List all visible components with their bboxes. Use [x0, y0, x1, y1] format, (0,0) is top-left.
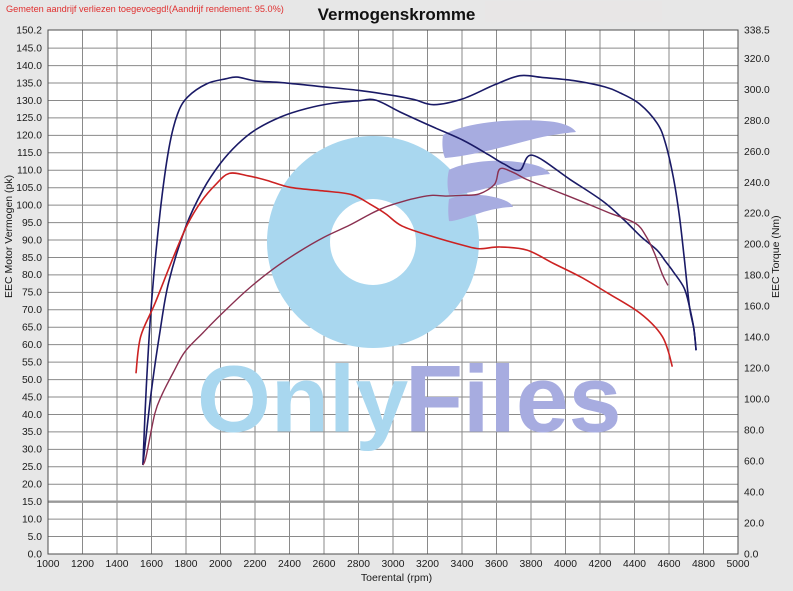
svg-text:3800: 3800 [520, 559, 543, 570]
svg-text:3000: 3000 [382, 559, 405, 570]
svg-text:60.0: 60.0 [744, 456, 764, 467]
svg-text:1000: 1000 [37, 559, 60, 570]
svg-text:2200: 2200 [244, 559, 267, 570]
svg-text:4800: 4800 [692, 559, 715, 570]
svg-text:240.0: 240.0 [744, 178, 770, 189]
svg-text:5.0: 5.0 [28, 532, 43, 543]
svg-text:2800: 2800 [347, 559, 370, 570]
svg-text:2400: 2400 [278, 559, 301, 570]
svg-text:125.0: 125.0 [16, 113, 42, 124]
svg-text:95.0: 95.0 [22, 218, 42, 229]
svg-text:90.0: 90.0 [22, 235, 42, 246]
svg-text:80.0: 80.0 [744, 426, 764, 437]
svg-text:25.0: 25.0 [22, 462, 42, 473]
svg-text:2600: 2600 [313, 559, 336, 570]
svg-text:140.0: 140.0 [744, 333, 770, 344]
svg-text:20.0: 20.0 [744, 518, 764, 529]
svg-text:200.0: 200.0 [744, 240, 770, 251]
svg-text:15.0: 15.0 [22, 497, 42, 508]
svg-text:65.0: 65.0 [22, 323, 42, 334]
svg-text:4000: 4000 [554, 559, 577, 570]
svg-text:105.0: 105.0 [16, 183, 42, 194]
svg-text:2000: 2000 [209, 559, 232, 570]
svg-text:320.0: 320.0 [744, 54, 770, 65]
svg-text:160.0: 160.0 [744, 302, 770, 313]
svg-text:45.0: 45.0 [22, 392, 42, 403]
svg-text:Files: Files [405, 347, 622, 453]
svg-text:260.0: 260.0 [744, 147, 770, 158]
svg-text:120.0: 120.0 [16, 131, 42, 142]
svg-text:3400: 3400 [451, 559, 474, 570]
svg-text:85.0: 85.0 [22, 253, 42, 264]
svg-text:280.0: 280.0 [744, 116, 770, 127]
svg-text:1400: 1400 [106, 559, 129, 570]
svg-text:20.0: 20.0 [22, 480, 42, 491]
svg-text:0.0: 0.0 [28, 549, 43, 560]
svg-text:300.0: 300.0 [744, 85, 770, 96]
svg-text:35.0: 35.0 [22, 427, 42, 438]
svg-text:40.0: 40.0 [744, 487, 764, 498]
svg-text:100.0: 100.0 [744, 395, 770, 406]
svg-text:30.0: 30.0 [22, 445, 42, 456]
svg-text:180.0: 180.0 [744, 271, 770, 282]
svg-text:120.0: 120.0 [744, 364, 770, 375]
svg-text:40.0: 40.0 [22, 410, 42, 421]
svg-text:3200: 3200 [416, 559, 439, 570]
svg-text:70.0: 70.0 [22, 305, 42, 316]
svg-text:338.5: 338.5 [744, 25, 770, 36]
svg-text:75.0: 75.0 [22, 288, 42, 299]
svg-text:10.0: 10.0 [22, 514, 42, 525]
svg-text:55.0: 55.0 [22, 357, 42, 368]
svg-text:4600: 4600 [658, 559, 681, 570]
svg-text:5000: 5000 [727, 559, 750, 570]
svg-text:1800: 1800 [175, 559, 198, 570]
svg-text:100.0: 100.0 [16, 200, 42, 211]
svg-text:0.0: 0.0 [744, 549, 759, 560]
svg-text:115.0: 115.0 [17, 148, 42, 159]
svg-text:130.0: 130.0 [16, 96, 42, 107]
svg-text:1200: 1200 [71, 559, 94, 570]
svg-text:3600: 3600 [485, 559, 508, 570]
svg-text:135.0: 135.0 [16, 78, 42, 89]
svg-text:4200: 4200 [589, 559, 612, 570]
svg-text:4400: 4400 [623, 559, 646, 570]
svg-text:150.2: 150.2 [16, 25, 42, 36]
svg-text:50.0: 50.0 [22, 375, 42, 386]
svg-text:145.0: 145.0 [16, 43, 42, 54]
svg-text:1600: 1600 [140, 559, 163, 570]
svg-text:60.0: 60.0 [22, 340, 42, 351]
svg-text:80.0: 80.0 [22, 270, 42, 281]
svg-text:140.0: 140.0 [16, 61, 42, 72]
svg-text:110.0: 110.0 [17, 166, 42, 177]
svg-text:220.0: 220.0 [744, 209, 770, 220]
svg-text:Only: Only [197, 347, 408, 453]
